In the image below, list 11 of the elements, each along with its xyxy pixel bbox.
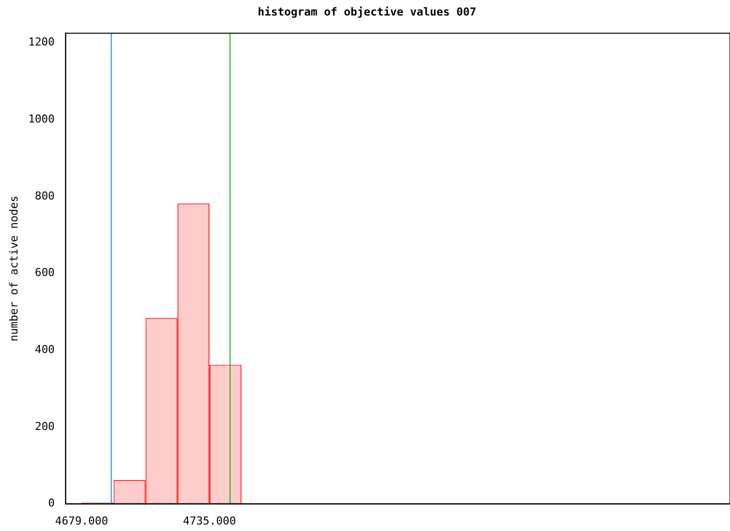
x-tick-label: 4735.000 [183, 514, 236, 528]
y-tick-label: 1000 [28, 112, 55, 126]
chart-title: histogram of objective values 007 [258, 5, 476, 18]
x-tick-label: 4679.000 [55, 514, 108, 528]
y-tick-label: 1200 [28, 36, 55, 49]
y-axis-title: number of active nodes [7, 196, 20, 342]
y-tick-label: 200 [34, 420, 55, 433]
y-tick-label: 0 [48, 496, 55, 510]
y-tick-label: 800 [34, 189, 55, 202]
y-tick-label: 600 [34, 266, 55, 280]
y-tick-label: 400 [34, 342, 55, 356]
